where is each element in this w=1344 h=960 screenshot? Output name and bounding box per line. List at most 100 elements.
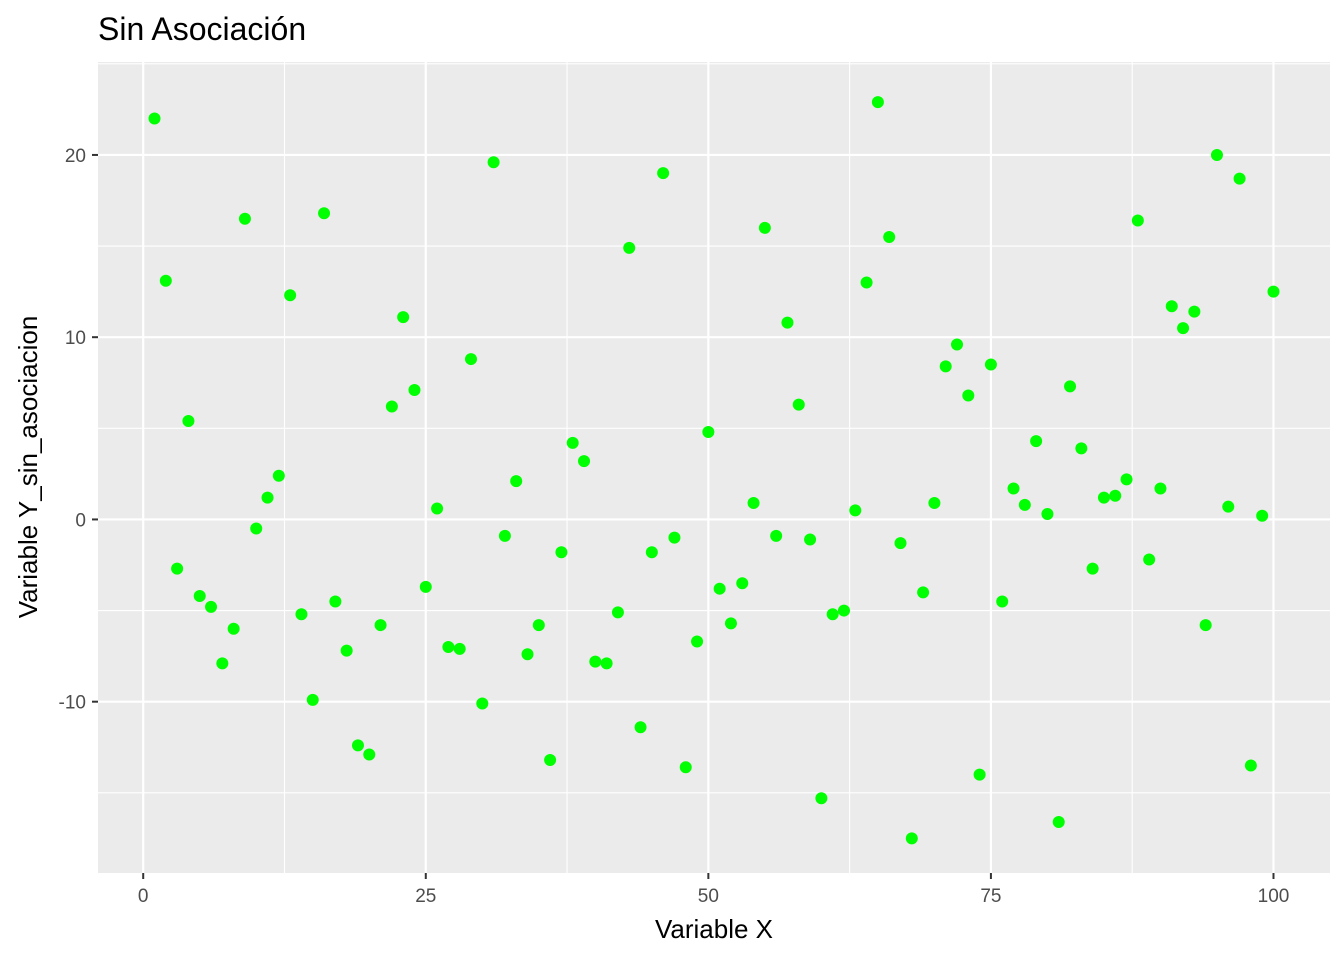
data-point xyxy=(1177,322,1190,335)
data-point xyxy=(148,112,161,125)
data-point xyxy=(510,475,523,488)
data-point xyxy=(205,600,218,613)
data-point xyxy=(1041,507,1054,520)
x-axis: 0 25 50 75 100 xyxy=(138,873,1289,907)
data-point xyxy=(917,586,930,599)
y-axis-title: Variable Y_sin_asociacion xyxy=(13,316,43,619)
data-point xyxy=(1154,482,1167,495)
plot-panel xyxy=(98,62,1330,873)
x-tick-label: 25 xyxy=(415,886,436,907)
data-point xyxy=(295,608,308,621)
data-point xyxy=(894,537,907,550)
x-tick-label: 0 xyxy=(138,886,149,907)
data-point xyxy=(600,657,613,670)
data-point xyxy=(860,276,873,289)
data-point xyxy=(1199,619,1212,632)
data-point xyxy=(1143,553,1156,566)
data-point xyxy=(871,96,884,109)
x-tick-label: 100 xyxy=(1258,886,1290,907)
data-point xyxy=(464,353,477,366)
data-point xyxy=(1233,172,1246,185)
data-point xyxy=(431,502,444,515)
data-point xyxy=(826,608,839,621)
data-point xyxy=(928,497,941,510)
x-tick-label: 75 xyxy=(980,886,1001,907)
data-point xyxy=(623,241,636,254)
data-point xyxy=(476,697,489,710)
chart-title: Sin Asociación xyxy=(98,11,306,47)
data-point xyxy=(487,156,500,169)
data-point xyxy=(532,619,545,632)
data-point xyxy=(1030,435,1043,448)
data-point xyxy=(962,389,975,402)
data-point xyxy=(578,455,591,468)
data-point xyxy=(250,522,263,535)
data-point xyxy=(521,648,534,661)
data-point xyxy=(1131,214,1144,227)
data-point xyxy=(566,436,579,449)
data-point xyxy=(397,311,410,324)
data-point xyxy=(837,604,850,617)
data-point xyxy=(238,212,251,225)
data-point xyxy=(284,289,297,302)
data-point xyxy=(408,384,421,397)
data-point xyxy=(1256,509,1269,522)
data-point xyxy=(1109,489,1122,502)
data-point xyxy=(1052,815,1065,828)
data-point xyxy=(611,606,624,619)
data-point xyxy=(951,338,964,351)
data-point xyxy=(1188,305,1201,318)
data-point xyxy=(1086,562,1099,575)
data-point xyxy=(815,792,828,805)
data-point xyxy=(939,360,952,373)
data-point xyxy=(736,577,749,590)
data-point xyxy=(905,832,918,845)
data-point xyxy=(555,546,568,559)
y-tick-label: -10 xyxy=(59,693,86,714)
data-point xyxy=(713,582,726,595)
data-point xyxy=(385,400,398,413)
data-point xyxy=(1165,300,1178,313)
data-point xyxy=(724,617,737,630)
data-point xyxy=(668,531,681,544)
x-tick-label: 50 xyxy=(698,886,719,907)
data-point xyxy=(883,230,896,243)
data-point xyxy=(770,529,783,542)
data-point xyxy=(351,739,364,752)
data-point xyxy=(1222,500,1235,513)
data-point xyxy=(679,761,692,774)
data-point xyxy=(634,721,647,734)
data-point xyxy=(193,589,206,602)
data-point xyxy=(702,425,715,438)
data-point xyxy=(261,491,274,504)
data-point xyxy=(340,644,353,657)
major-gridlines xyxy=(98,62,1330,873)
data-point xyxy=(329,595,342,608)
y-axis: -10 0 10 20 xyxy=(59,146,98,714)
data-point xyxy=(498,529,511,542)
data-point xyxy=(804,533,817,546)
data-point xyxy=(1064,380,1077,393)
data-point xyxy=(691,635,704,648)
data-point xyxy=(1075,442,1088,455)
data-point xyxy=(159,274,172,287)
data-point xyxy=(318,207,331,220)
data-point xyxy=(781,316,794,329)
data-point xyxy=(171,562,184,575)
y-tick-label: 20 xyxy=(65,146,86,167)
data-point xyxy=(747,497,760,510)
data-point xyxy=(589,655,602,668)
data-point xyxy=(758,221,771,234)
data-points xyxy=(148,96,1280,845)
data-point xyxy=(657,167,670,180)
data-point xyxy=(227,622,240,635)
data-point xyxy=(984,358,997,371)
data-point xyxy=(1007,482,1020,495)
data-point xyxy=(1018,498,1031,511)
data-point xyxy=(1267,285,1280,298)
data-point xyxy=(544,754,557,767)
data-point xyxy=(363,748,376,761)
y-tick-label: 10 xyxy=(65,328,86,349)
data-point xyxy=(453,642,466,655)
